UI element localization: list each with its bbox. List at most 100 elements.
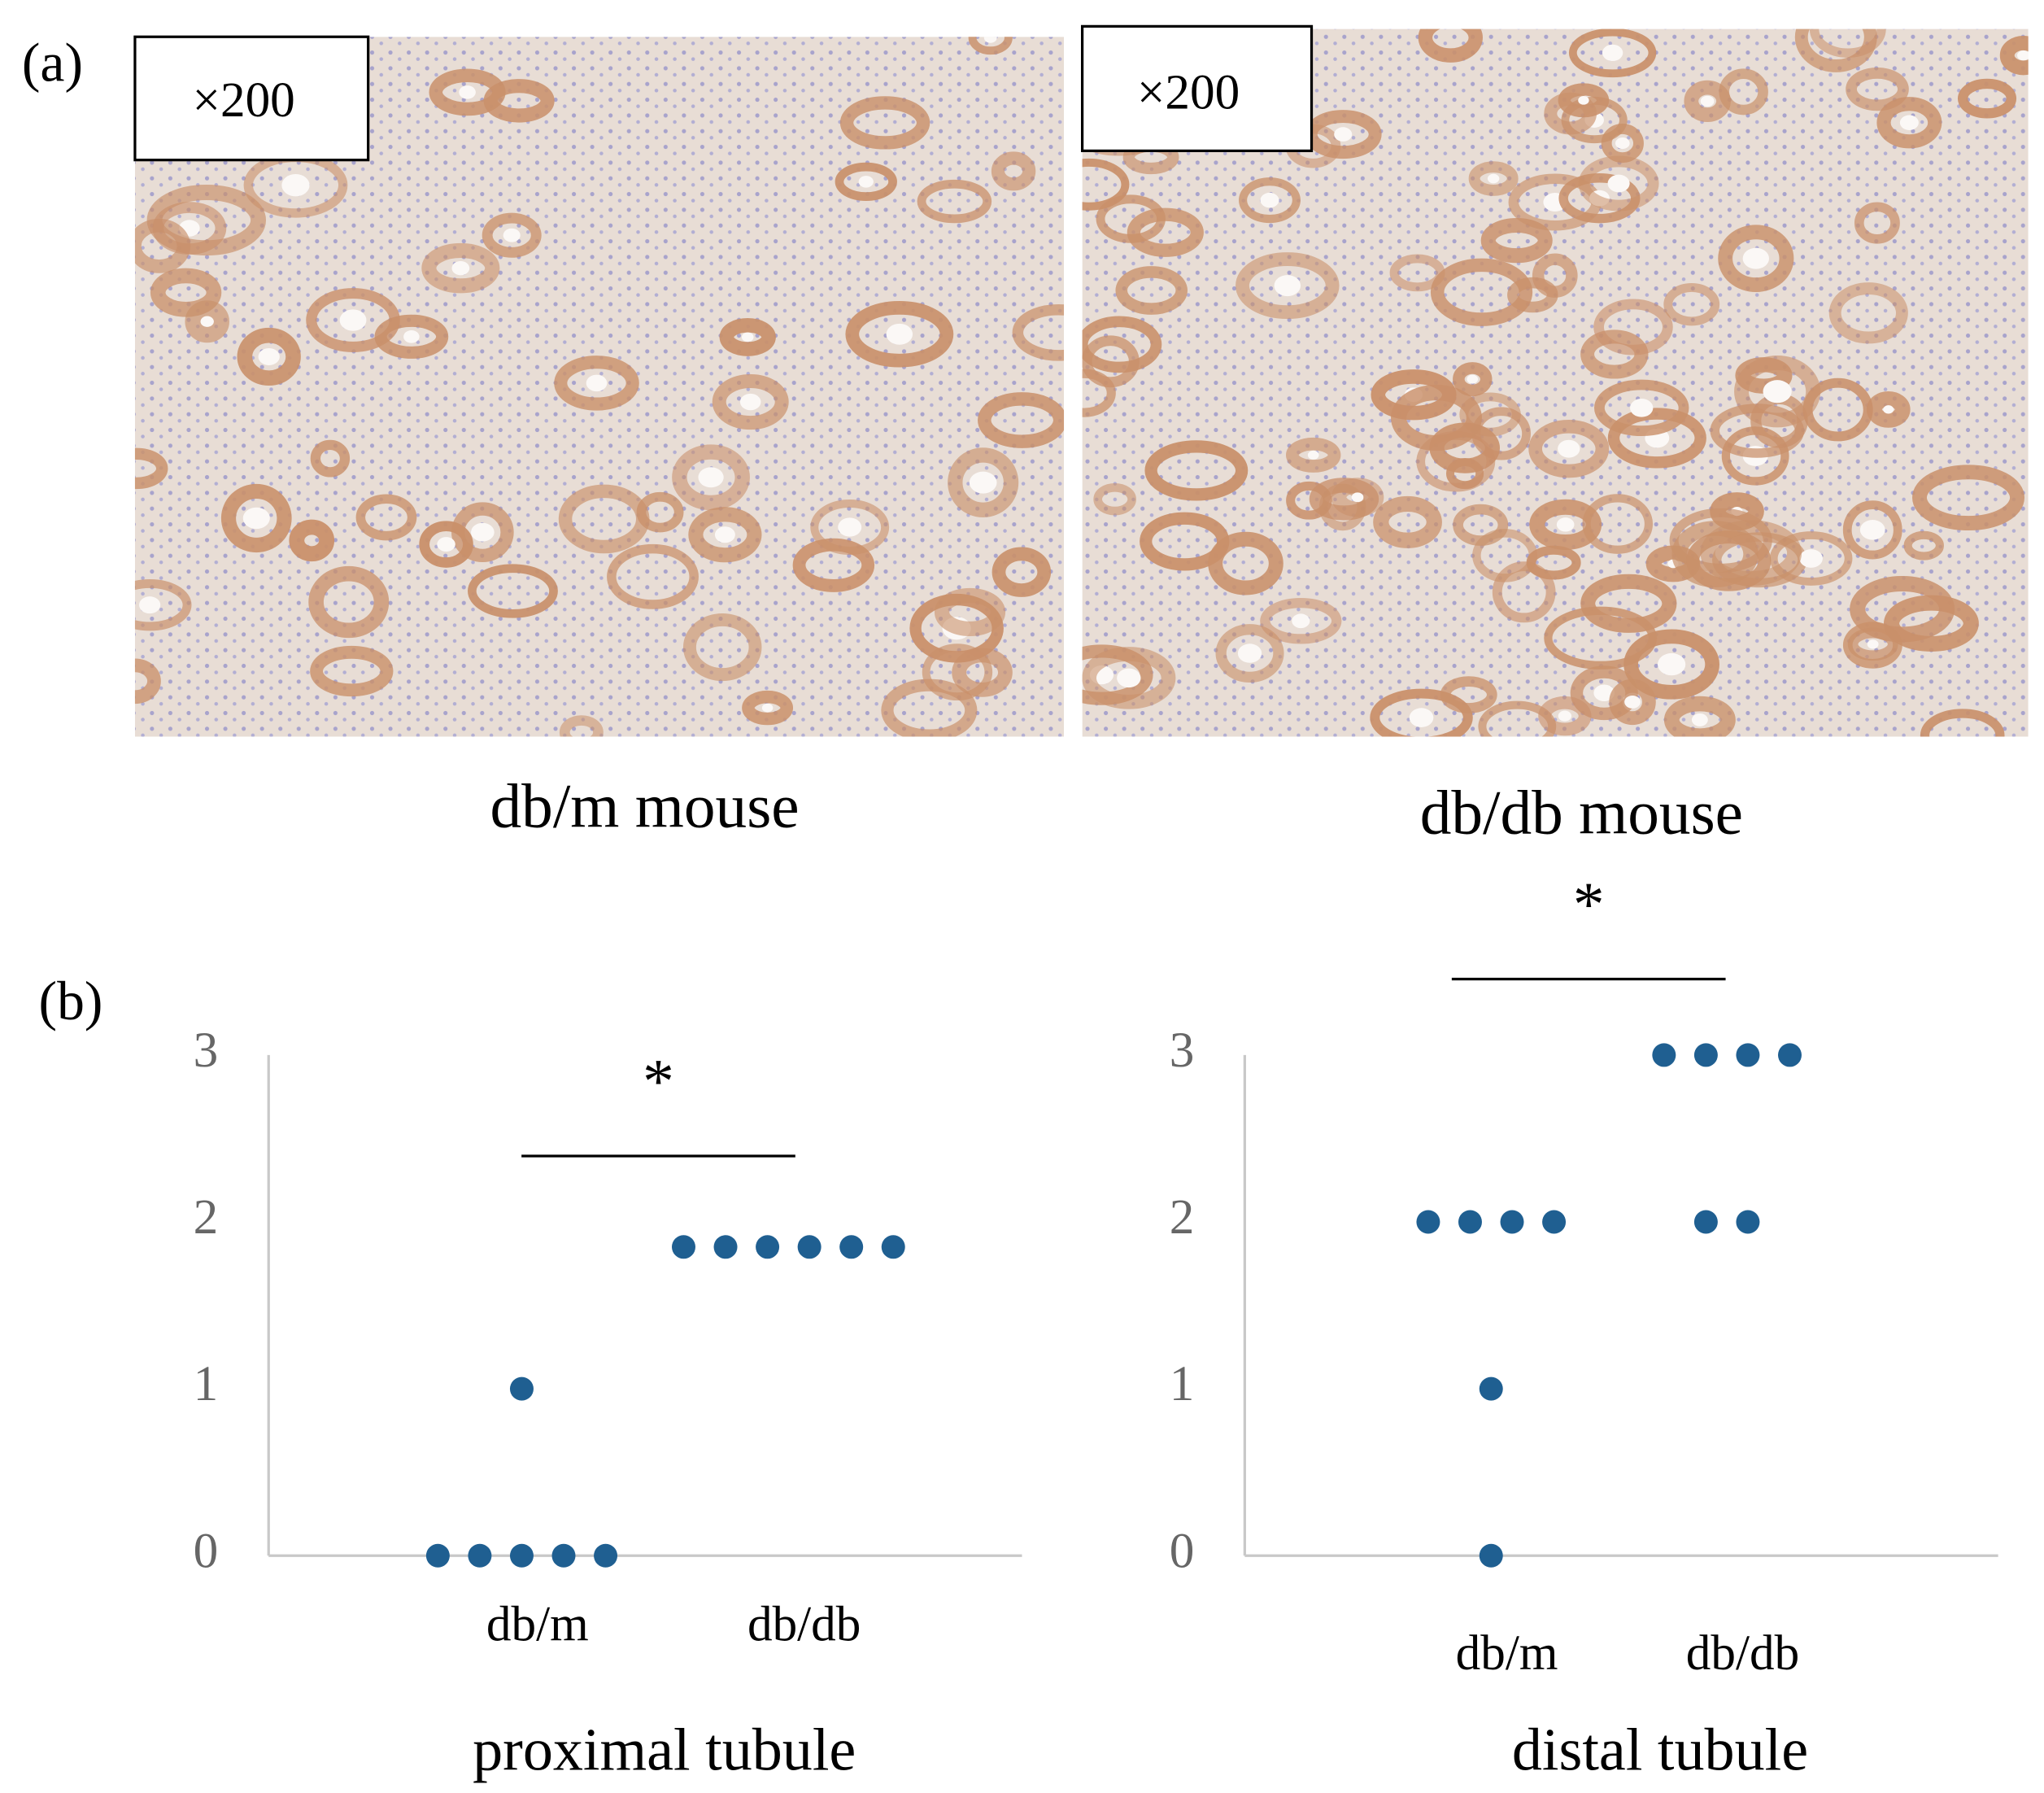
chart-title: distal tubule: [1512, 1717, 1808, 1784]
tubule: [1140, 512, 1230, 571]
lumen: [1883, 405, 1894, 414]
tubule: [1828, 282, 1908, 344]
tubule: [1082, 158, 1130, 211]
lumen: [1351, 492, 1364, 503]
lumen: [471, 522, 495, 542]
dot: [1479, 1376, 1503, 1401]
lumen: [1558, 710, 1572, 722]
magnification: ×200: [192, 72, 294, 128]
tubule: [1331, 478, 1384, 517]
tubule: [1440, 676, 1497, 713]
tubule: [1082, 369, 1116, 417]
tubule: [306, 288, 400, 352]
tubule: [1568, 28, 1657, 78]
lumen: [1602, 44, 1623, 62]
lumen: [1630, 398, 1654, 417]
tubule: [1866, 390, 1911, 428]
lumen: [1593, 684, 1615, 702]
tubule: [712, 374, 789, 430]
tubule: [1912, 465, 2025, 531]
x-tick-label: db/db: [747, 1597, 861, 1652]
tubule: [1528, 419, 1610, 478]
dot: [1542, 1210, 1567, 1234]
tubule: [1544, 606, 1658, 670]
lumen: [1487, 173, 1500, 184]
tubule: [1532, 253, 1578, 298]
y-tick-label: 2: [194, 1189, 219, 1245]
lumen: [281, 173, 310, 197]
y-tick-label: 0: [194, 1523, 219, 1578]
tubule: [978, 392, 1065, 448]
tubule: [429, 68, 506, 116]
tubule: [1478, 700, 1557, 737]
tubule: [1144, 440, 1249, 501]
magnification: ×200: [1137, 64, 1240, 120]
tubule: [1607, 408, 1706, 469]
y-tick-label: 3: [1170, 1023, 1195, 1078]
dot: [509, 1376, 534, 1401]
lumen: [1899, 115, 1919, 130]
lumen: [451, 260, 470, 276]
tubule: [1883, 595, 1979, 652]
dot: [1416, 1210, 1440, 1234]
lumen: [339, 309, 367, 331]
dot: [468, 1543, 492, 1568]
tubule: [308, 565, 390, 639]
tubule: [1373, 495, 1442, 548]
tubule: [1558, 83, 1610, 118]
y-tick-label: 3: [194, 1023, 219, 1078]
y-tick-label: 1: [194, 1356, 219, 1411]
lumen: [1691, 713, 1708, 726]
tubule: [636, 491, 684, 533]
lumen: [739, 393, 761, 411]
lumen: [586, 374, 608, 392]
lumen: [1467, 374, 1479, 384]
tubule: [991, 547, 1052, 597]
lumen: [714, 526, 735, 543]
tubule: [1663, 696, 1736, 737]
lumen: [200, 316, 214, 327]
tubule: [719, 318, 776, 356]
tubule: [134, 447, 168, 490]
tubule: [1663, 283, 1720, 326]
lumen: [1409, 708, 1434, 727]
y-tick-label: 2: [1170, 1189, 1195, 1245]
panel-label: (a): [22, 32, 83, 93]
tubule: [810, 500, 890, 555]
dot: [756, 1235, 780, 1259]
tubule: [1468, 161, 1519, 196]
tubule: [1769, 531, 1853, 586]
micrograph: [1082, 28, 2029, 737]
tubule: [1239, 177, 1301, 224]
tubule: [1127, 207, 1204, 257]
tubule: [845, 301, 954, 368]
tubule: [355, 494, 417, 541]
tubule: [742, 690, 794, 726]
tubule: [1082, 647, 1176, 709]
tubule: [1802, 377, 1873, 442]
tubule: [150, 268, 222, 317]
lumen: [1607, 174, 1630, 193]
dot: [551, 1543, 576, 1568]
tubule: [1719, 68, 1768, 116]
tubule: [1718, 225, 1794, 292]
dot: [1736, 1210, 1760, 1234]
dot: [797, 1235, 822, 1259]
tubule: [1809, 28, 1886, 58]
tubule: [554, 356, 639, 411]
dot: [1479, 1543, 1503, 1568]
tubule: [934, 587, 1006, 636]
tubule: [968, 37, 1013, 55]
tubule: [1012, 303, 1065, 361]
tubule: [1794, 28, 1877, 72]
lumen: [1742, 247, 1770, 269]
tubule: [1208, 531, 1283, 595]
tubule: [1418, 28, 1483, 63]
tubule: [917, 179, 992, 224]
lumen: [2017, 50, 2029, 61]
lumen: [886, 323, 913, 345]
caption: db/db mouse: [1420, 778, 1743, 848]
lumen: [698, 467, 724, 488]
lumen: [1117, 668, 1141, 688]
tubule: [1876, 97, 1942, 149]
